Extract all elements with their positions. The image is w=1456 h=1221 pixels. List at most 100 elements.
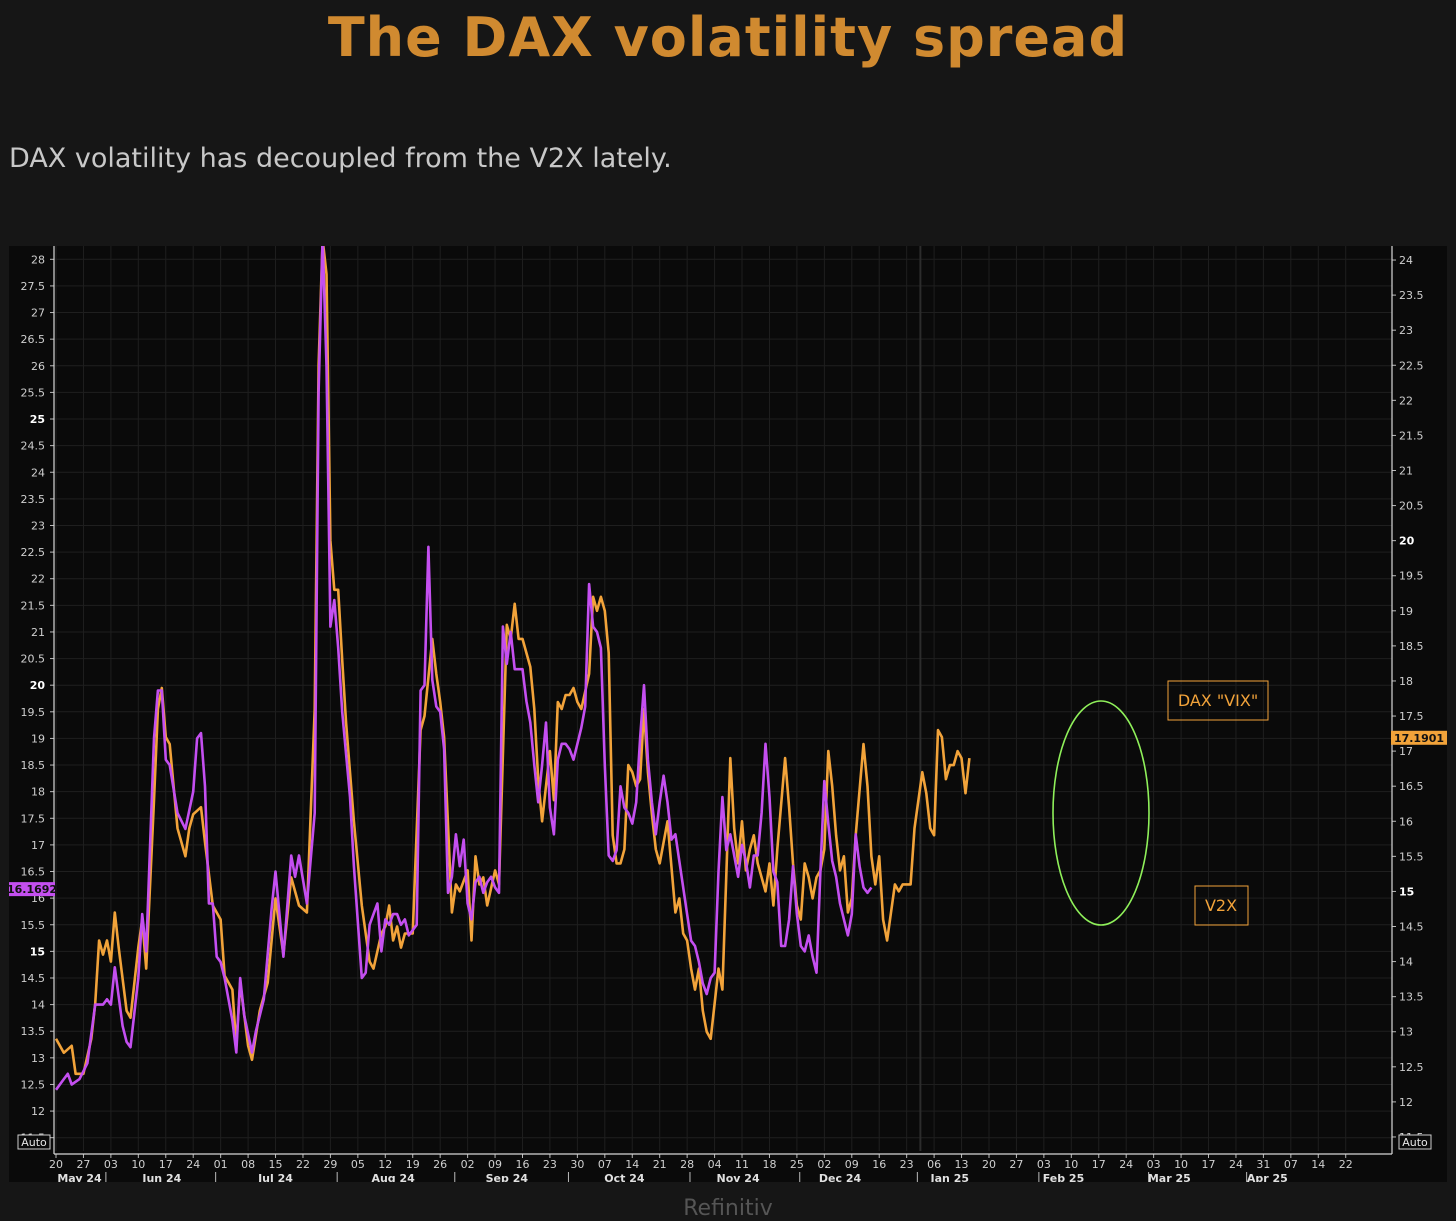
grid-layer [54, 246, 1392, 1151]
y-left-tick-label: 17.5 [21, 812, 46, 825]
x-tick-label: 15 [269, 1158, 283, 1171]
x-tick-label: 20 [982, 1158, 996, 1171]
y-right-tick-label: 15.5 [1399, 850, 1424, 863]
x-tick-label: 16 [872, 1158, 886, 1171]
y-right-tick-label: 17.5 [1399, 710, 1424, 723]
y-left-tick-label: 18 [31, 786, 45, 799]
y-left-tick-label: 24 [31, 466, 45, 479]
x-tick-label: 07 [598, 1158, 612, 1171]
v2x-current-tag-bg [9, 882, 55, 897]
x-tick-label: 26 [433, 1158, 447, 1171]
y-left-tick-label: 13 [31, 1052, 45, 1065]
y-right-tick-label: 12 [1399, 1096, 1413, 1109]
x-tick-label: 22 [296, 1158, 310, 1171]
y-right-tick-label: 17 [1399, 745, 1413, 758]
x-tick-label: 02 [461, 1158, 475, 1171]
x-tick-label: 10 [1174, 1158, 1188, 1171]
y-left-tick-label: 24.5 [21, 440, 46, 453]
x-tick-label: 16 [515, 1158, 529, 1171]
x-month-label: Sep 24 [486, 1172, 529, 1182]
dax-current-value: 17.1901 [1394, 732, 1444, 745]
x-tick-label: 17 [159, 1158, 173, 1171]
y-right-tick-label: 12.5 [1399, 1061, 1424, 1074]
legend-v2x[interactable]: V2X [1194, 885, 1249, 926]
highlight-ellipse [1052, 700, 1150, 926]
x-tick-label: 17 [1202, 1158, 1216, 1171]
x-tick-label: 12 [378, 1158, 392, 1171]
x-tick-label: 19 [406, 1158, 420, 1171]
y-left-tick-label: 21 [31, 626, 45, 639]
y-left-tick-label: 19.5 [21, 706, 46, 719]
y-right-tick-label: 20.5 [1399, 500, 1424, 513]
y-right-tick-label: 19 [1399, 605, 1413, 618]
x-month-label: Jan 25 [930, 1172, 969, 1182]
x-tick-label: 10 [131, 1158, 145, 1171]
y-left-tick-label: 26 [31, 360, 45, 373]
x-tick-label: 17 [1092, 1158, 1106, 1171]
series-layer [54, 246, 971, 1091]
x-tick-label: 23 [900, 1158, 914, 1171]
y-right-tick-label: 21.5 [1399, 429, 1424, 442]
x-month-label: Oct 24 [604, 1172, 645, 1182]
legend-dax-box [1167, 680, 1269, 721]
x-tick-label: 07 [1284, 1158, 1298, 1171]
x-tick-label: 18 [762, 1158, 776, 1171]
x-tick-label: 25 [790, 1158, 804, 1171]
x-tick-label: 09 [845, 1158, 859, 1171]
y-right-tick-label: 18 [1399, 675, 1413, 688]
x-tick-label: 23 [543, 1158, 557, 1171]
x-tick-label: 03 [1147, 1158, 1161, 1171]
y-left-tick-label: 16.5 [21, 866, 46, 879]
series-line-dax-vix [54, 246, 971, 1076]
y-left-tick-label: 20 [30, 679, 46, 692]
y-right-tick-label: 18.5 [1399, 640, 1424, 653]
y-left-tick-label: 15 [30, 945, 45, 958]
legend-v2x-label: V2X [1205, 896, 1237, 915]
y-left-tick-label: 14 [31, 999, 45, 1012]
x-tick-label: 14 [1311, 1158, 1325, 1171]
x-tick-label: 24 [1229, 1158, 1243, 1171]
y-left-tick-label: 13.5 [21, 1025, 46, 1038]
x-tick-label: 02 [817, 1158, 831, 1171]
y-right-tick-label: 13 [1399, 1026, 1413, 1039]
x-tick-label: 03 [1037, 1158, 1051, 1171]
y-left-tick-label: 22 [31, 573, 45, 586]
page-title: The DAX volatility spread [327, 6, 1129, 69]
x-month-label: Feb 25 [1043, 1172, 1085, 1182]
auto-button-right[interactable]: Auto [1398, 1134, 1432, 1150]
x-month-label: Mar 25 [1148, 1172, 1191, 1182]
v2x-current-value-tag: 16.1692 [7, 882, 57, 897]
x-tick-label: 31 [1256, 1158, 1270, 1171]
x-month-label: May 24 [57, 1172, 102, 1182]
v2x-current-value: 16.1692 [9, 883, 57, 896]
x-tick-label: 08 [241, 1158, 255, 1171]
y-left-tick-label: 12.5 [21, 1078, 46, 1091]
y-right-tick-label: 14 [1399, 956, 1413, 969]
legend-dax[interactable]: DAX "VIX" [1167, 680, 1269, 721]
x-tick-label: 09 [488, 1158, 502, 1171]
x-tick-label: 22 [1339, 1158, 1353, 1171]
source-label: Refinitiv [683, 1196, 773, 1221]
x-month-label: Nov 24 [717, 1172, 760, 1182]
auto-button-left[interactable]: Auto [17, 1134, 51, 1150]
y-left-tick-label: 20.5 [21, 653, 46, 666]
y-left-tick-label: 27.5 [21, 280, 46, 293]
x-tick-label: 21 [653, 1158, 667, 1171]
x-tick-label: 06 [927, 1158, 941, 1171]
x-month-label: Jul 24 [257, 1172, 293, 1182]
x-tick-label: 24 [1119, 1158, 1133, 1171]
x-tick-label: 05 [351, 1158, 365, 1171]
x-tick-label: 13 [955, 1158, 969, 1171]
x-month-label: Dec 24 [819, 1172, 862, 1182]
y-right-tick-label: 19.5 [1399, 570, 1424, 583]
auto-right-box [1398, 1134, 1432, 1150]
page-subtitle: DAX volatility has decoupled from the V2… [9, 143, 672, 174]
volatility-chart[interactable]: 28 27.5 27 26.5 26 25.5 25 24.5 24 23.5 23 22.5 22 21… [7, 246, 1447, 1186]
x-month-label: Apr 25 [1247, 1172, 1288, 1182]
legend-v2x-box [1194, 885, 1249, 926]
x-tick-label: 24 [186, 1158, 200, 1171]
y-right-tick-label: 14.5 [1399, 921, 1424, 934]
auto-left-box [17, 1134, 51, 1150]
x-tick-label: 11 [735, 1158, 749, 1171]
y-left-tick-label: 12 [31, 1105, 45, 1118]
